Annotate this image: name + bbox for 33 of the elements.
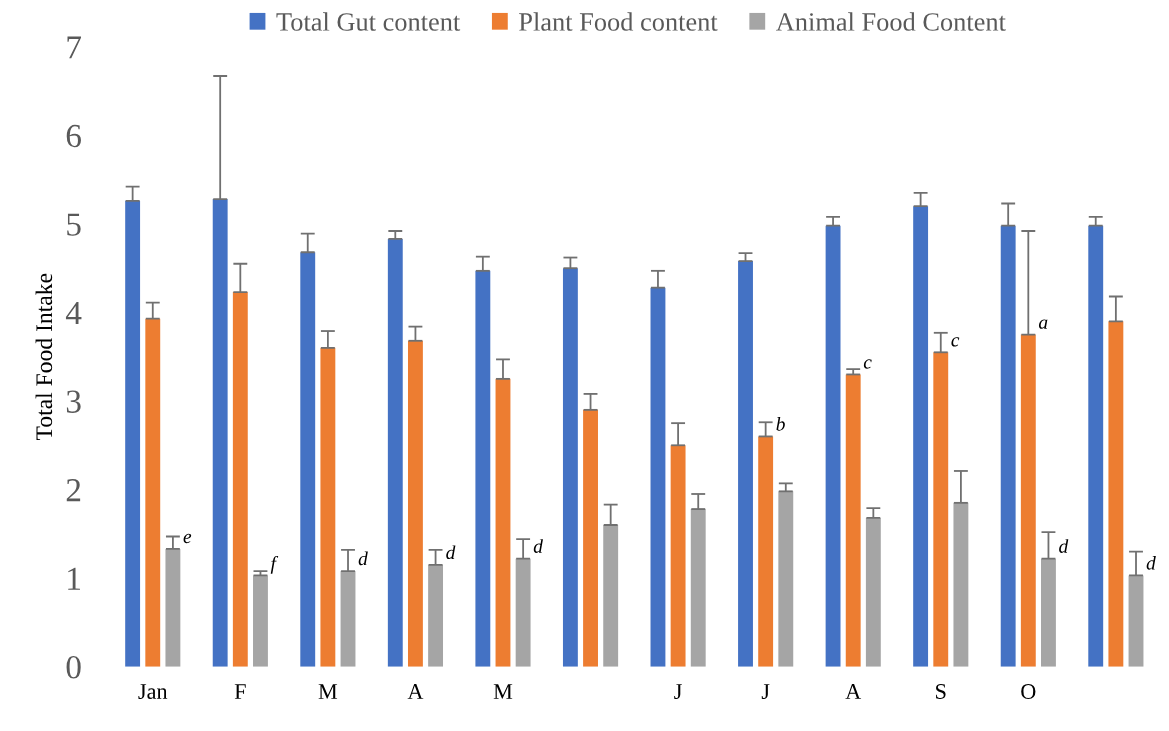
data-label: d (1059, 539, 1069, 553)
y-tick-label: 6 (66, 124, 81, 148)
y-tick-label: 5 (67, 213, 81, 236)
data-label: f (270, 555, 279, 574)
data-label: d (446, 545, 456, 560)
y-tick-label: 0 (66, 656, 81, 679)
data-label: d (533, 539, 543, 553)
y-tick-label: 7 (67, 36, 82, 59)
y-tick-label: 2 (66, 479, 81, 502)
x-tick-label: F (234, 684, 246, 699)
legend-label: Total Gut content (276, 12, 461, 31)
x-tick-label: S (936, 684, 946, 699)
y-axis-title: Total Food Intake (35, 273, 53, 441)
x-tick-label: O (1021, 684, 1036, 699)
y-tick-label: 4 (65, 302, 82, 325)
data-label: a (1038, 319, 1048, 329)
x-tick-label: Jan (138, 684, 168, 699)
legend-label: Plant Food content (519, 12, 718, 31)
data-label: d (358, 551, 368, 566)
data-label: e (183, 533, 192, 544)
x-tick-label: M (318, 684, 338, 699)
legend-label: Animal Food Content (776, 12, 1006, 31)
data-label: c (863, 359, 872, 369)
y-tick-label: 3 (66, 390, 81, 413)
data-label: d (1146, 556, 1156, 570)
x-tick-label: A (407, 684, 424, 699)
data-label: c (951, 337, 960, 347)
data-label: b (776, 416, 785, 431)
x-tick-label: J (761, 684, 770, 699)
x-tick-label: A (845, 684, 862, 699)
x-tick-label: M (493, 684, 513, 699)
x-tick-label: J (674, 684, 682, 699)
y-tick-label: 1 (68, 567, 80, 590)
